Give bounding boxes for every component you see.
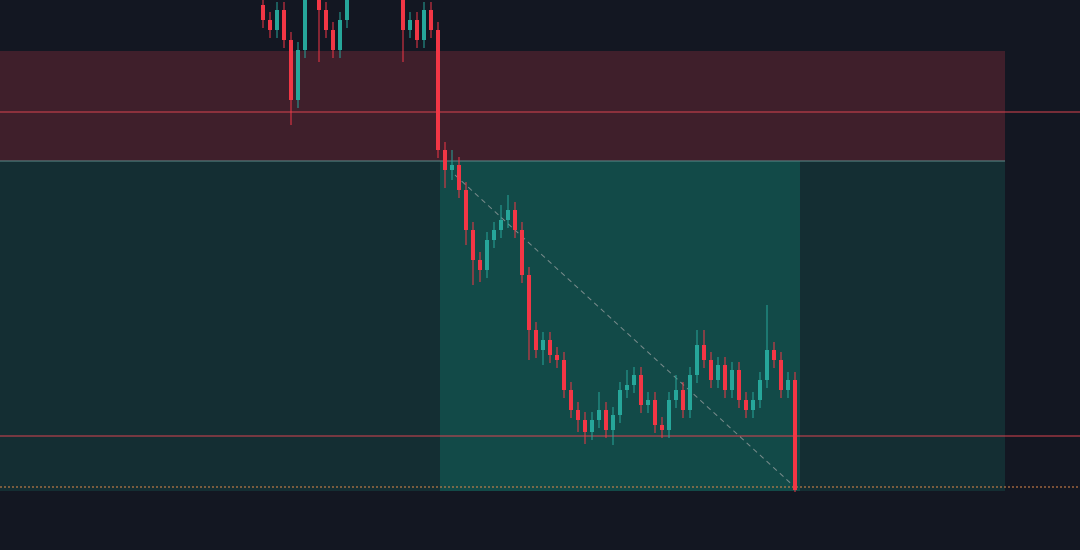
- candle-body: [555, 355, 559, 360]
- candle-body: [520, 230, 524, 275]
- candle-body: [282, 10, 286, 40]
- candle-body: [275, 10, 279, 30]
- trend-line: [454, 174, 799, 491]
- candle-body: [597, 410, 601, 420]
- candle-body: [338, 20, 342, 50]
- candle-body: [590, 420, 594, 432]
- candle-body: [744, 400, 748, 410]
- candle-body: [429, 10, 433, 30]
- candle-body: [709, 360, 713, 380]
- candle-body: [765, 350, 769, 380]
- candle-body: [303, 0, 307, 50]
- candle-body: [695, 345, 699, 375]
- candle-body: [779, 360, 783, 390]
- candle-body: [534, 330, 538, 350]
- candle-body: [478, 260, 482, 270]
- candle-body: [324, 10, 328, 30]
- candle-body: [289, 40, 293, 100]
- candle-body: [562, 360, 566, 390]
- candles: [261, 0, 797, 492]
- candle-body: [527, 275, 531, 330]
- candle-body: [471, 230, 475, 260]
- candle-body: [443, 150, 447, 170]
- candle-body: [723, 365, 727, 390]
- candle-body: [457, 165, 461, 190]
- candle-body: [702, 345, 706, 360]
- candle-body: [541, 340, 545, 350]
- stop-zone: [0, 51, 1005, 161]
- candle-body: [737, 370, 741, 400]
- candle-body: [604, 410, 608, 430]
- candle-body: [688, 375, 692, 410]
- candle-body: [401, 0, 405, 30]
- candle-body: [730, 370, 734, 390]
- candle-body: [632, 375, 636, 385]
- candle-body: [317, 0, 321, 10]
- candle-body: [408, 20, 412, 30]
- candle-body: [268, 20, 272, 30]
- candle-body: [611, 415, 615, 430]
- candle-body: [625, 385, 629, 390]
- candle-body: [450, 165, 454, 170]
- candle-body: [548, 340, 552, 355]
- candle-body: [415, 20, 419, 40]
- candle-body: [485, 240, 489, 270]
- candle-body: [751, 400, 755, 410]
- candle-body: [436, 30, 440, 150]
- candle-body: [646, 400, 650, 405]
- candle-body: [296, 50, 300, 100]
- candle-body: [681, 390, 685, 410]
- candle-body: [772, 350, 776, 360]
- candle-body: [618, 390, 622, 415]
- candle-body: [786, 380, 790, 390]
- candle-body: [331, 30, 335, 50]
- candle-body: [674, 390, 678, 400]
- candle-body: [576, 410, 580, 420]
- candle-body: [261, 5, 265, 20]
- candle-body: [569, 390, 573, 410]
- candle-body: [639, 375, 643, 405]
- candle-body: [583, 420, 587, 432]
- candle-body: [660, 425, 664, 430]
- candle-body: [499, 220, 503, 230]
- candle-body: [513, 210, 517, 230]
- candle-body: [422, 10, 426, 40]
- candle-body: [464, 190, 468, 230]
- candle-body: [793, 380, 797, 490]
- candle-body: [345, 0, 349, 20]
- candle-body: [758, 380, 762, 400]
- candle-body: [667, 400, 671, 430]
- position-box: [440, 161, 800, 491]
- candle-body: [506, 210, 510, 220]
- candle-body: [653, 400, 657, 425]
- candle-body: [716, 365, 720, 380]
- candle-body: [492, 230, 496, 240]
